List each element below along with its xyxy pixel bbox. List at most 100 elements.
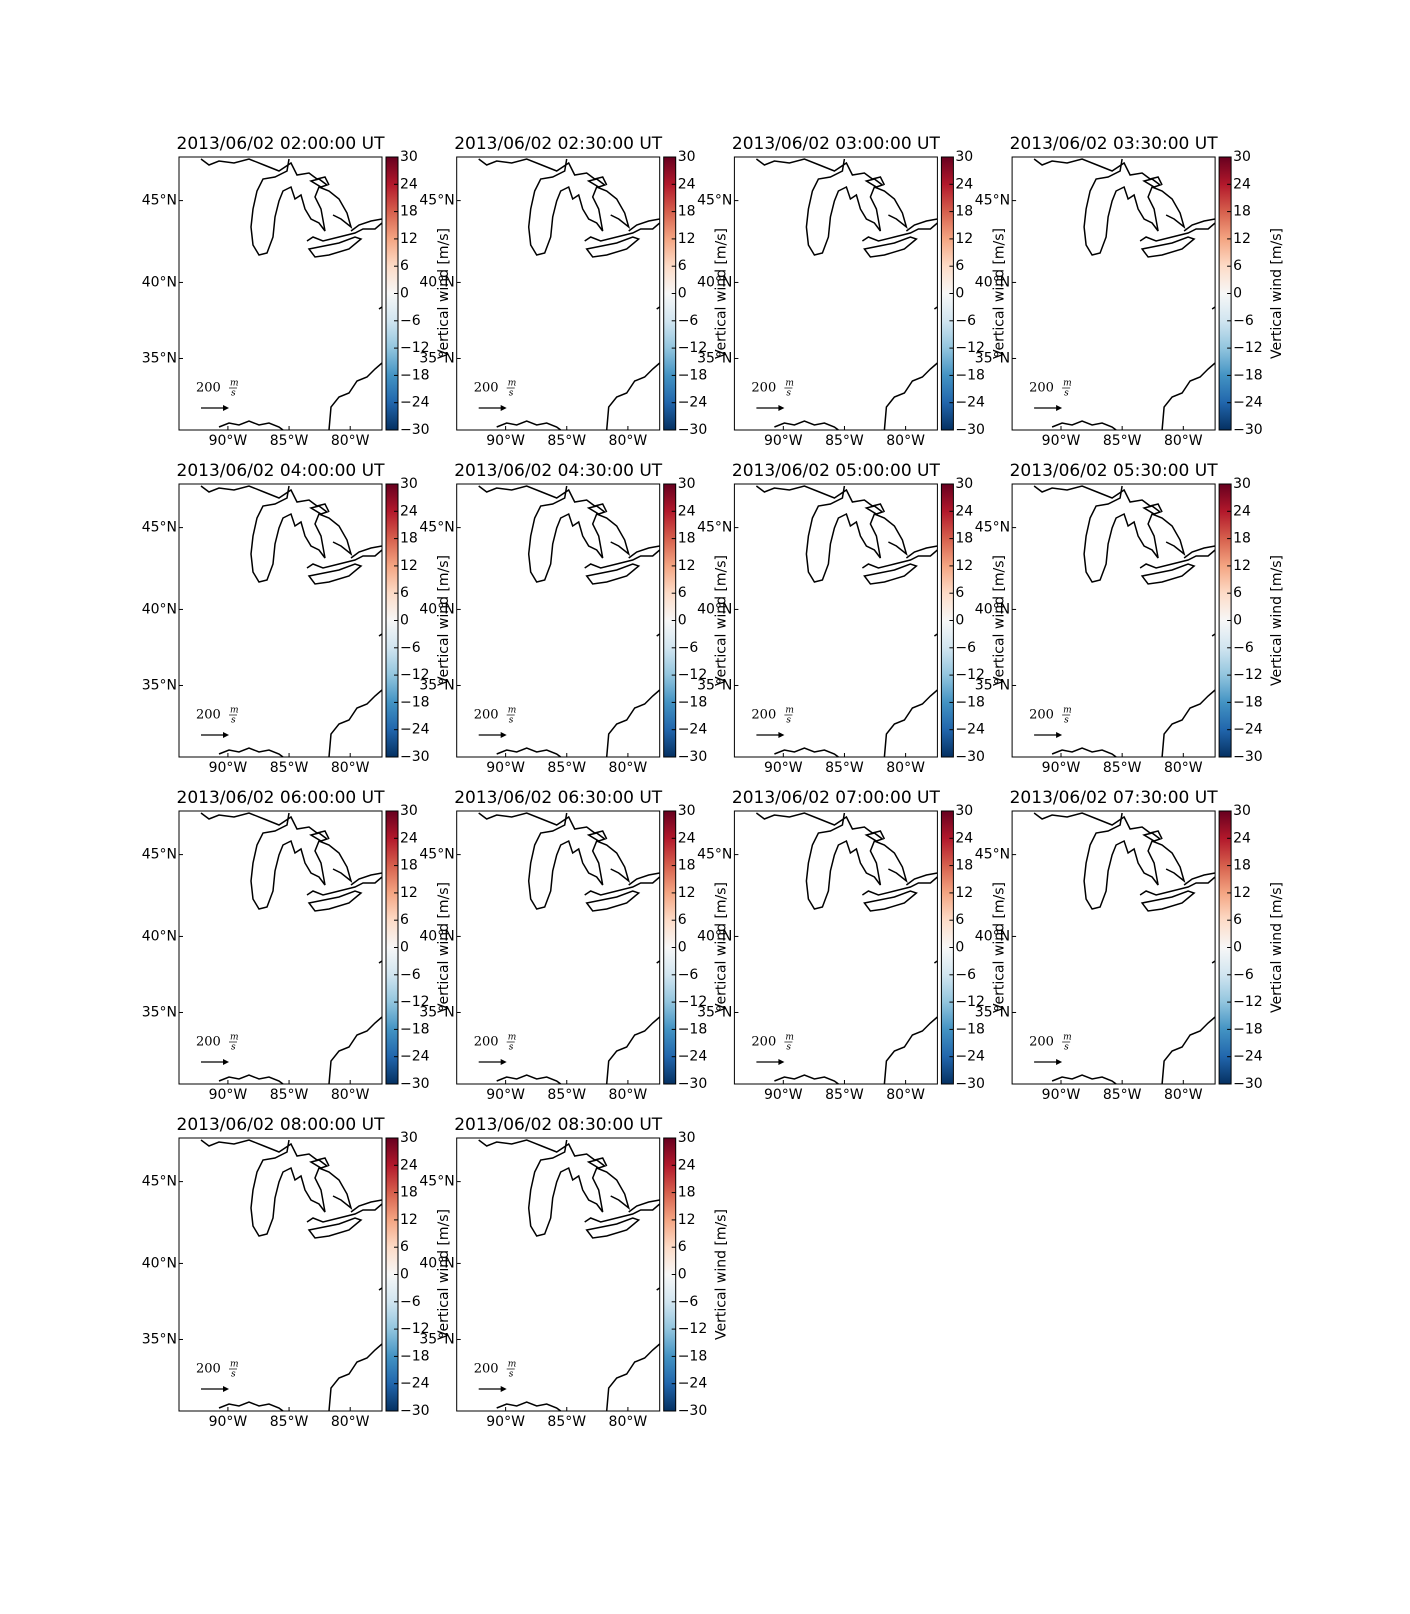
lat-tick-label: 40°N xyxy=(697,928,732,944)
colorbar-tick-label: −30 xyxy=(400,1403,430,1419)
colorbar-tick-label: −6 xyxy=(955,313,976,329)
map-frame xyxy=(178,1137,383,1412)
coastline xyxy=(586,1159,607,1169)
colorbar-tick-label: −6 xyxy=(1233,313,1254,329)
coastline xyxy=(1051,1074,1117,1085)
quiver-key-value: 200 xyxy=(196,708,221,723)
lon-tick-label: 90°W xyxy=(209,433,248,449)
colorbar-tick-label: 30 xyxy=(400,149,418,165)
colorbar-tick-label: 6 xyxy=(400,585,409,601)
lon-tick-label: 80°W xyxy=(609,760,648,776)
coastline xyxy=(864,832,884,842)
lon-tick-label: 90°W xyxy=(209,1087,248,1103)
coastline xyxy=(307,236,363,258)
colorbar-tick-label: 18 xyxy=(400,531,418,547)
colorbar-tick-label: 0 xyxy=(400,286,409,302)
colorbar: −30 −24 −18 −12 −6 0 6 12 18 24 30 Vertical wind [m… xyxy=(385,1130,452,1419)
arrow-head xyxy=(500,405,507,411)
colorbar-tick-label: 0 xyxy=(678,1267,687,1283)
colorbar-tick-label: −12 xyxy=(1233,667,1263,683)
colorbar-tick-label: −24 xyxy=(400,1049,430,1065)
panel-title: 2013/06/02 04:30:00 UT xyxy=(454,461,663,481)
lat-tick-label: 35°N xyxy=(142,677,177,693)
quiver-key-value: 200 xyxy=(196,1362,221,1377)
colorbar: −30 −24 −18 −12 −6 0 6 12 18 24 30 Vertical wind [m… xyxy=(1218,803,1285,1092)
quiver-key-denominator: s xyxy=(786,1043,791,1053)
map-panel: 2013/06/02 07:30:00 UT 35°N 40°N 45°N 90°W 85… xyxy=(975,788,1285,1103)
coastline xyxy=(328,689,383,758)
coastline xyxy=(586,832,607,842)
lat-tick-label: 35°N xyxy=(419,1331,454,1347)
colorbar-tick-label: 24 xyxy=(955,830,973,846)
colorbar-tick-label: 12 xyxy=(678,558,696,574)
lat-tick-label: 45°N xyxy=(975,193,1010,209)
quiver-key-denominator: s xyxy=(509,1370,514,1380)
colorbar-tick-label: −18 xyxy=(400,367,430,383)
quiver-key-numerator: m xyxy=(230,1360,239,1370)
coastline xyxy=(218,1074,284,1085)
quiver-key-denominator: s xyxy=(509,389,514,399)
colorbar-label: Vertical wind [m/s] xyxy=(714,1209,730,1340)
coastline xyxy=(378,633,383,637)
quiver-key-denominator: s xyxy=(509,716,514,726)
colorbar-tick-label: −12 xyxy=(678,340,708,356)
lat-tick-label: 45°N xyxy=(419,1174,454,1190)
colorbar-tick-label: −30 xyxy=(955,422,985,438)
lat-tick-label: 40°N xyxy=(419,601,454,617)
quiver-key-numerator: m xyxy=(785,706,794,716)
colorbar-tick-label: −24 xyxy=(955,1049,985,1065)
colorbar: −30 −24 −18 −12 −6 0 6 12 18 24 30 Vertical wind [m… xyxy=(663,149,730,438)
coastline xyxy=(586,505,607,515)
coastline xyxy=(250,485,353,583)
coastline xyxy=(905,218,938,232)
coastline xyxy=(883,362,938,431)
coastline xyxy=(1142,505,1162,515)
lat-tick-label: 40°N xyxy=(975,928,1010,944)
lon-tick-label: 85°W xyxy=(270,760,309,776)
colorbar: −30 −24 −18 −12 −6 0 6 12 18 24 30 Vertical wind [m… xyxy=(385,476,452,765)
colorbar-tick-label: 6 xyxy=(400,912,409,928)
lon-tick-label: 85°W xyxy=(1103,760,1142,776)
colorbar-tick-label: 12 xyxy=(1233,885,1251,901)
map-frame xyxy=(456,810,661,1085)
colorbar-tick-label: 24 xyxy=(678,830,696,846)
colorbar-tick-label: 24 xyxy=(955,503,973,519)
coastline xyxy=(1161,362,1216,431)
lat-tick-label: 45°N xyxy=(697,847,732,863)
colorbar-label: Vertical wind [m/s] xyxy=(436,1209,452,1340)
map-panel: 2013/06/02 08:30:00 UT 35°N 40°N 45°N 90°W 85… xyxy=(419,1115,729,1430)
lat-tick-label: 40°N xyxy=(975,601,1010,617)
colorbar-tick-label: −18 xyxy=(400,1348,430,1364)
quiver-key-value: 200 xyxy=(474,381,499,396)
colorbar-tick-label: 0 xyxy=(400,940,409,956)
lon-tick-label: 85°W xyxy=(825,1087,864,1103)
lat-tick-label: 45°N xyxy=(142,847,177,863)
coastline xyxy=(218,747,284,758)
colorbar-tick-label: −18 xyxy=(955,694,985,710)
colorbar-tick-label: 18 xyxy=(678,531,696,547)
coastline xyxy=(328,1343,383,1412)
colorbar-tick-label: 30 xyxy=(678,803,696,819)
colorbar-label: Vertical wind [m/s] xyxy=(1269,882,1285,1013)
lat-tick-label: 45°N xyxy=(142,520,177,536)
colorbar-tick-label: −24 xyxy=(678,1049,708,1065)
colorbar-tick-label: −18 xyxy=(955,1021,985,1037)
colorbar: −30 −24 −18 −12 −6 0 6 12 18 24 30 Vertical wind [m… xyxy=(940,149,1007,438)
coastline xyxy=(883,689,938,758)
lon-tick-label: 80°W xyxy=(331,1087,370,1103)
lat-tick-label: 40°N xyxy=(697,601,732,617)
arrow-head xyxy=(223,1059,229,1065)
quiver-key-numerator: m xyxy=(785,379,794,389)
colorbar-tick-label: −6 xyxy=(955,640,976,656)
colorbar-tick-label: 24 xyxy=(1233,503,1251,519)
lon-tick-label: 90°W xyxy=(209,1414,248,1430)
quiver-key-numerator: m xyxy=(508,1033,517,1043)
colorbar-tick-label: 12 xyxy=(1233,231,1251,247)
colorbar-tick-label: 30 xyxy=(400,803,418,819)
coastline xyxy=(496,1401,562,1412)
lon-tick-label: 85°W xyxy=(547,1087,586,1103)
lat-tick-label: 45°N xyxy=(419,193,454,209)
colorbar-label: Vertical wind [m/s] xyxy=(991,555,1007,686)
map-panel: 2013/06/02 02:30:00 UT 35°N 40°N 45°N 90°W 85… xyxy=(419,134,729,449)
colorbar-tick-label: −30 xyxy=(1233,749,1263,765)
